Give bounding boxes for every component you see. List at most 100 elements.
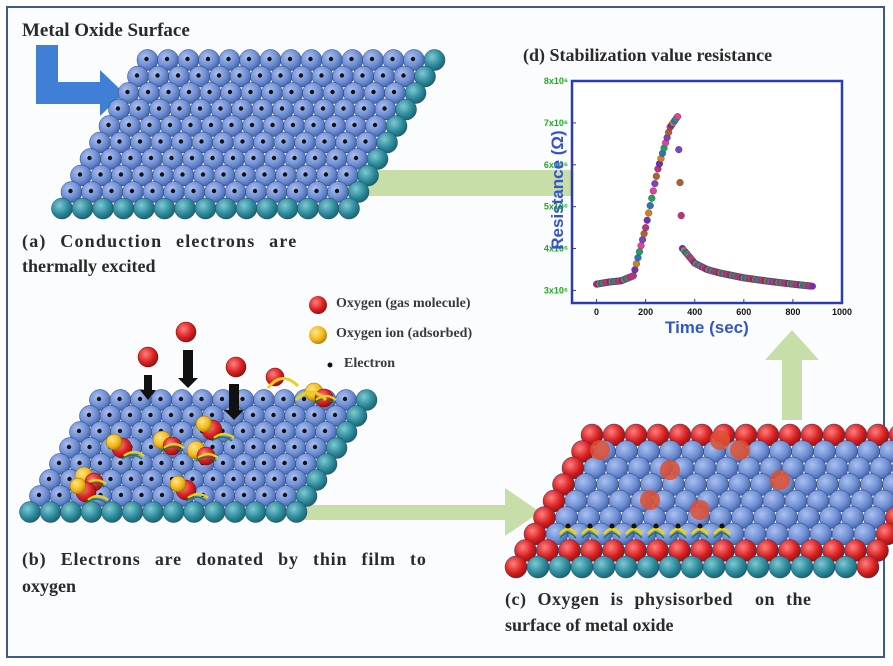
x-tick-label: 1000 [832, 307, 852, 317]
lattice-edge-sphere [224, 501, 246, 523]
electron-dot [226, 56, 231, 62]
electron-dot [150, 188, 155, 194]
oxygen-ion [195, 415, 213, 433]
legend-electron-marker [327, 362, 333, 368]
electron-dot [216, 73, 222, 78]
electron-dot [282, 460, 287, 466]
electron-dot [380, 73, 386, 78]
x-tick-label: 600 [736, 307, 751, 317]
electron-dot [292, 476, 298, 482]
lattice-edge-sphere [265, 501, 287, 523]
electron-transfer-curve [123, 450, 145, 458]
electron-dot [158, 139, 163, 144]
lattice-edge-sphere [347, 181, 370, 203]
electron-dot [308, 56, 313, 62]
oxygen-gas-molecule [137, 346, 159, 368]
lattice-edge-sphere [112, 197, 135, 220]
lattice-edge-sphere [790, 555, 814, 579]
electron-dot [344, 172, 349, 177]
lattice-edge-sphere [60, 501, 82, 523]
electron-dot [97, 428, 102, 434]
resistance-chart: 0 200 400 600 800 1000 3x10⁶ 4x10⁶ 5x10⁶ 6x10⁶ 7x1… [544, 76, 852, 317]
electron-dot [342, 396, 348, 402]
electron-dot [230, 444, 236, 450]
electron-dot [281, 139, 286, 144]
electron-dot [281, 396, 286, 402]
electron-dot [178, 139, 184, 144]
electron-dot [117, 428, 123, 434]
electron-dot [391, 89, 397, 95]
electron-dot [170, 188, 176, 194]
lattice-edge-sphere [80, 501, 103, 523]
electron-dot [180, 172, 185, 177]
x-tick-label: 0 [594, 307, 599, 317]
electron-transfer-curve [163, 442, 185, 450]
data-point [677, 212, 685, 220]
lattice-edge-sphere [658, 555, 682, 579]
lattice-edge-sphere [345, 405, 368, 427]
electron-dot [139, 172, 144, 177]
y-tick-label: 4x10⁶ [544, 244, 568, 254]
lattice-edge-sphere [357, 164, 379, 187]
electron-dot [185, 56, 190, 62]
data-point [809, 282, 816, 290]
lattice-edge-sphere [244, 501, 267, 523]
lattice-edge-sphere [724, 555, 748, 579]
lattice-edge-sphere [174, 197, 196, 220]
data-point [637, 242, 645, 250]
electron-dot [231, 476, 236, 482]
electron-dot [118, 172, 124, 177]
electron-dot [87, 444, 92, 450]
electron-transfer-curve [669, 532, 687, 539]
electron-dot [271, 155, 277, 161]
electron-dot [128, 155, 133, 161]
oxygen-gas-molecule [225, 356, 247, 378]
electron-dot [323, 172, 329, 177]
electron-dot [333, 155, 338, 161]
electron-dot [279, 106, 285, 111]
lattice-edge-sphere [376, 131, 398, 154]
lattice-edge-sphere [19, 501, 41, 523]
electron-dot [302, 428, 307, 434]
electron-transfer-curve [625, 532, 643, 539]
electron-dot [312, 155, 318, 161]
electron-dot [208, 122, 214, 128]
electron-dot [249, 122, 255, 128]
electron-transfer-curve [121, 454, 143, 460]
electron-dot [139, 492, 144, 498]
panel-b-caption-line1: (b) Electrons are donated by thin film t… [22, 549, 427, 569]
electron-dot [76, 428, 82, 434]
lattice-edge-sphere [526, 555, 550, 579]
electron-dot [300, 106, 305, 111]
electron-dot [109, 188, 114, 194]
electron-dot [57, 492, 62, 498]
electron-transfer-curve [580, 527, 600, 535]
physisorbed-oxygen [640, 490, 660, 510]
electron-transfer-curve [266, 377, 300, 389]
electron-dot [331, 122, 337, 128]
electron-dot [227, 89, 233, 95]
electron-dot [314, 188, 319, 194]
electron-dot [281, 428, 287, 434]
electron-transfer-curve [603, 532, 621, 539]
electron-dot [148, 444, 154, 450]
lattice-edge-sphere [194, 197, 217, 220]
electron-transfer-curve [602, 527, 622, 535]
y-tick-label: 8x10⁶ [544, 76, 568, 86]
lattice-edge-sphere [256, 197, 278, 220]
lattice-edge-sphere [317, 197, 340, 220]
lattice-edge-sphere [295, 485, 318, 507]
electron-dot [115, 106, 121, 111]
electron-dot [189, 155, 195, 161]
electron-dot [221, 172, 226, 177]
data-point [646, 202, 654, 210]
data-point [642, 224, 650, 232]
arrow-b-to-c [290, 488, 540, 536]
electron-dot [292, 444, 297, 450]
electron-dot [312, 444, 318, 450]
electron-transfer-curve [197, 452, 219, 460]
oxygen-adsorption-b [69, 321, 337, 504]
electron-transfer-curve [558, 527, 578, 535]
legend-oxygen-gas-label: Oxygen (gas molecule) [336, 296, 471, 311]
electron-dot [301, 139, 307, 144]
